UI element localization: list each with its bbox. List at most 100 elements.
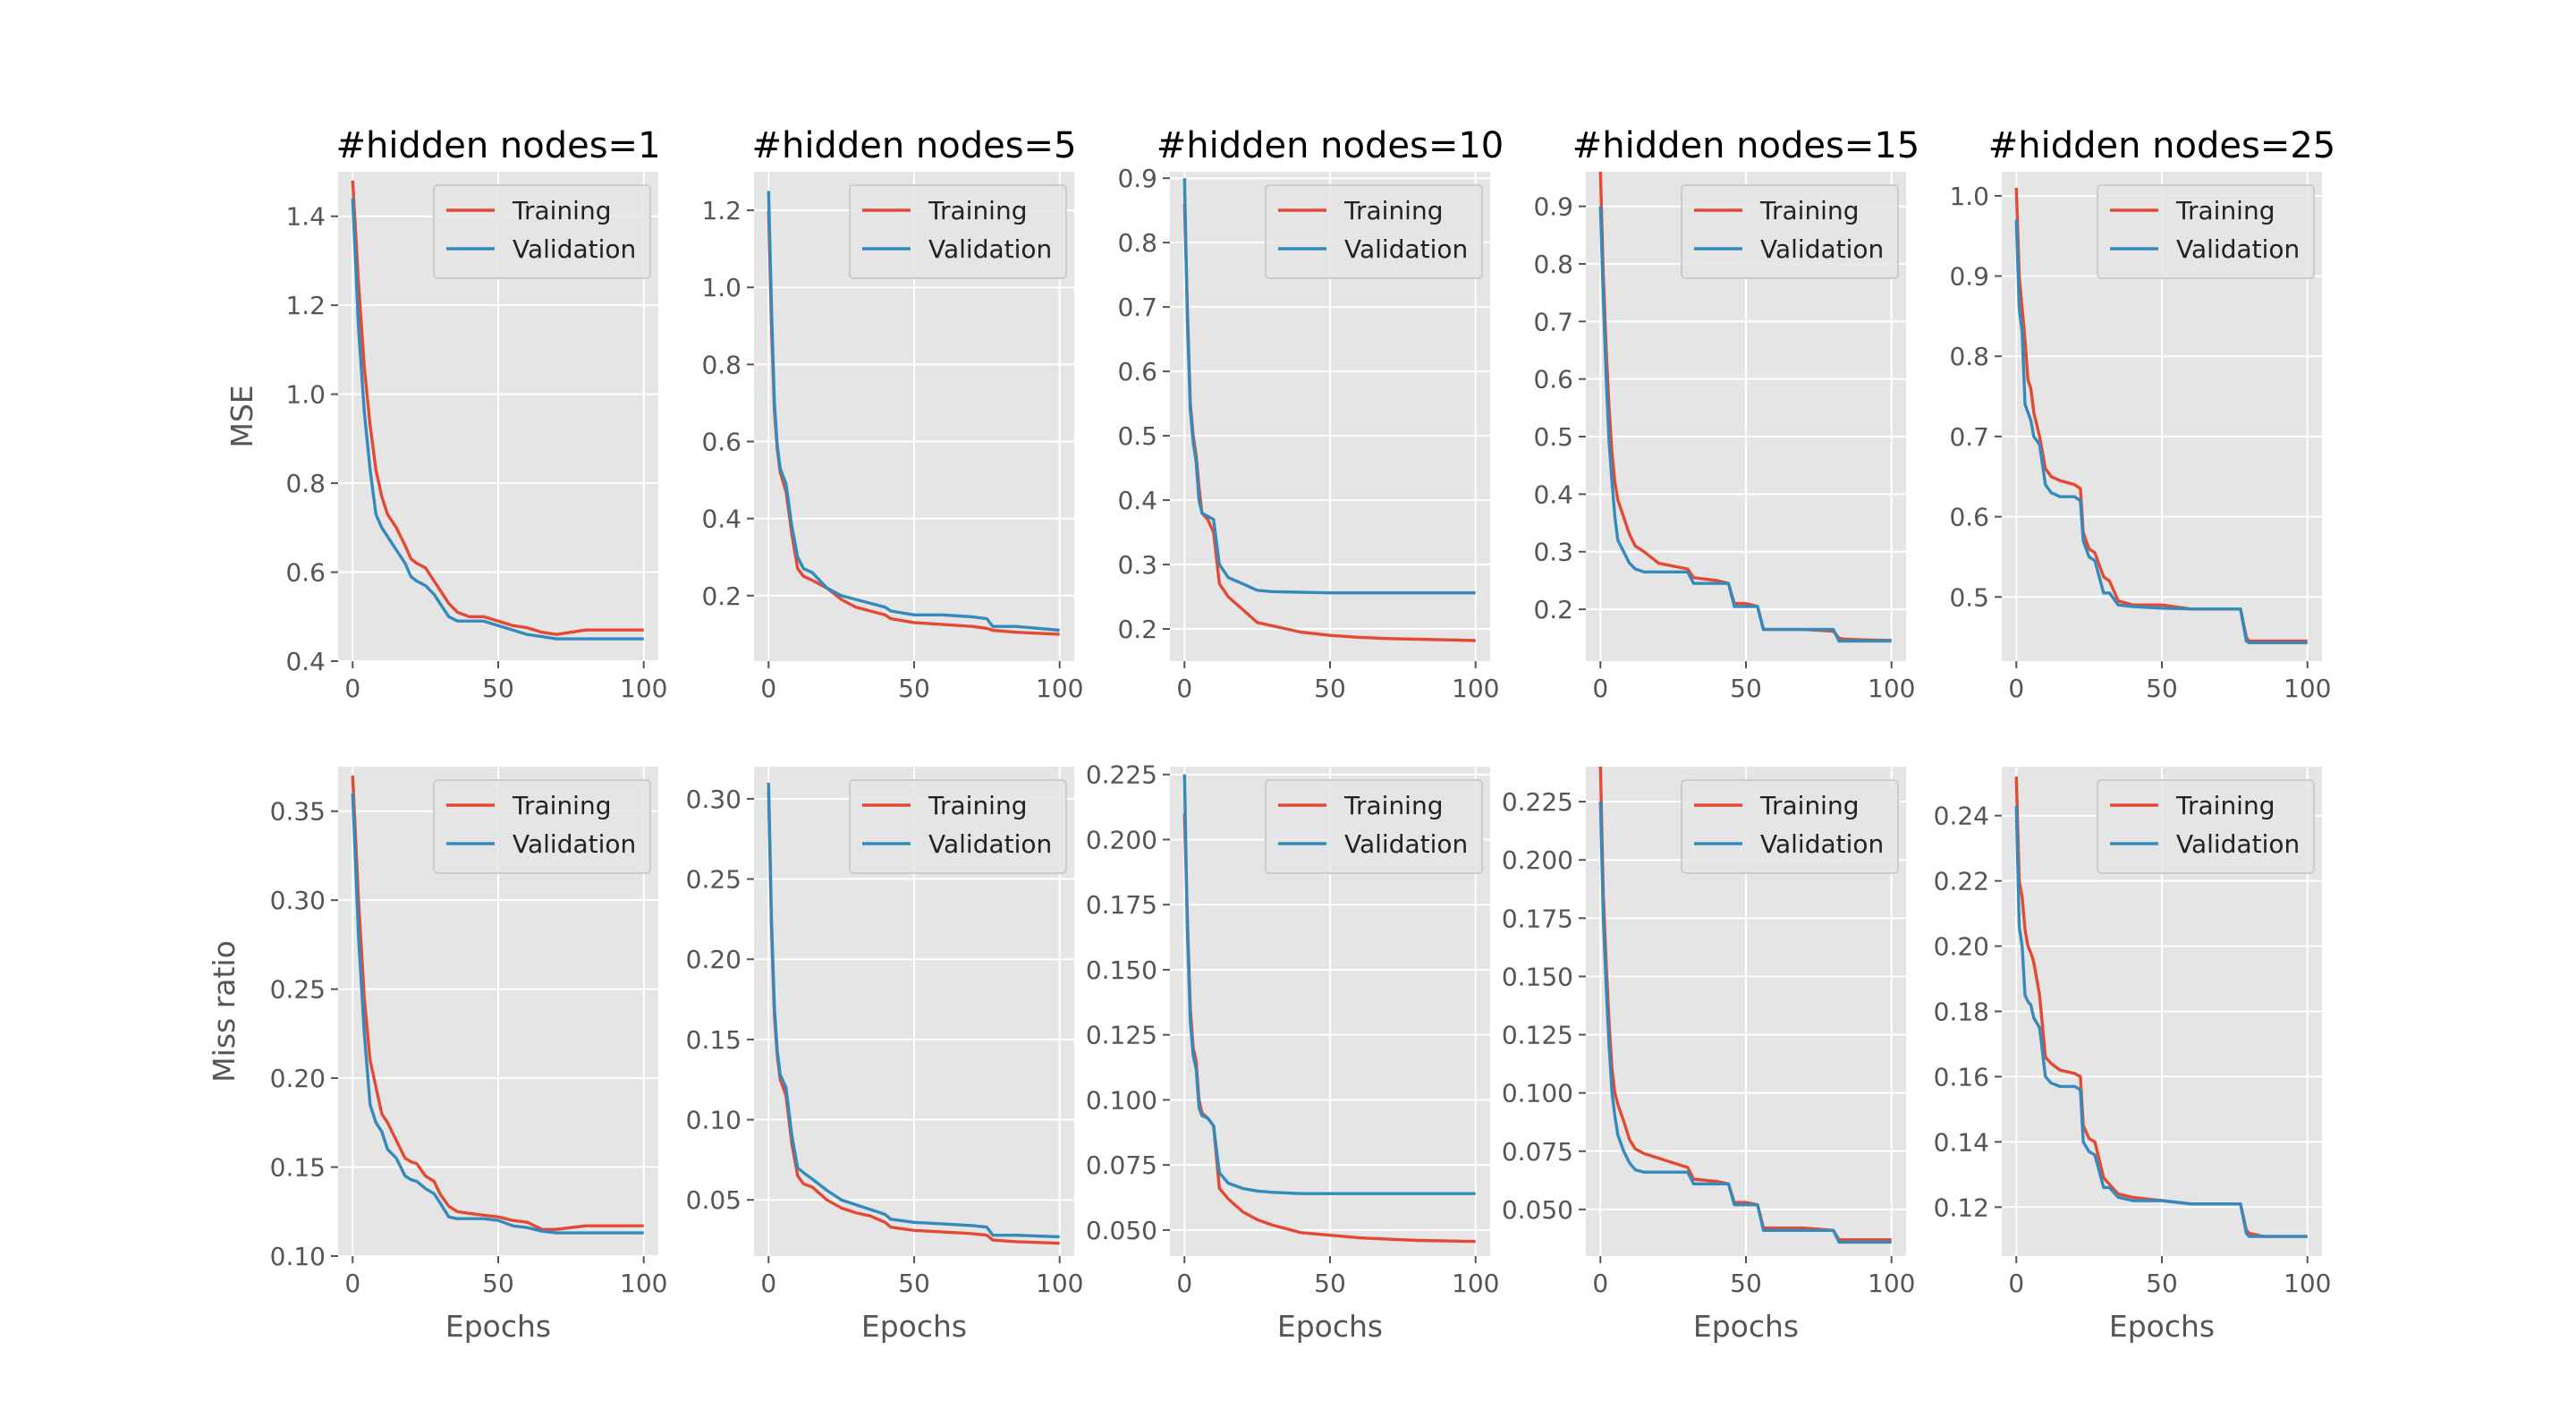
y-tick-label: 0.3 (1533, 538, 1573, 567)
x-axis-label: Epochs (861, 1309, 967, 1344)
y-tick-label: 0.14 (1934, 1127, 1989, 1157)
y-tick-label: 0.15 (270, 1153, 326, 1183)
y-tick-label: 0.05 (686, 1185, 741, 1215)
y-tick-label: 0.8 (701, 350, 741, 379)
y-tick-label: 1.2 (701, 196, 741, 225)
legend: Training Validation (433, 184, 651, 279)
x-tick-label: 50 (898, 674, 930, 703)
legend-box (849, 184, 1067, 279)
x-tick-label: 100 (1452, 674, 1499, 703)
y-tick-label: 0.4 (1117, 486, 1157, 515)
legend-label-training: Training (1759, 791, 1859, 820)
x-tick-label: 0 (344, 1269, 360, 1298)
x-tick-label: 100 (1868, 674, 1915, 703)
subplot-5: 0 50 100 0.5 0.6 0.7 0.8 0.9 1.0 #hidden nodes=25… (1949, 125, 2335, 703)
legend: Training Validation (1681, 184, 1899, 279)
y-tick-label: 0.30 (686, 785, 741, 814)
x-tick-label: 100 (1868, 1269, 1915, 1298)
y-tick-label: 0.8 (1533, 250, 1573, 279)
y-tick-label: 0.225 (1502, 787, 1573, 817)
subplot-2: 0 50 100 0.2 0.4 0.6 0.8 1.0 1.2 #hidden nodes=5 T… (701, 125, 1083, 703)
y-tick-label: 0.075 (1502, 1137, 1573, 1167)
subplot-9: 0 50 100 0.050 0.075 0.100 0.125 0.150 0.175 0.20… (1502, 767, 1915, 1344)
legend-label-training: Training (928, 196, 1027, 225)
subplot-1: 0 50 100 0.4 0.6 0.8 1.0 1.2 1.4 #hidden nodes=1 M… (225, 125, 667, 703)
y-tick-label: 0.7 (1117, 293, 1157, 322)
y-tick-label: 0.20 (1934, 932, 1989, 962)
legend: Training Validation (2097, 779, 2315, 874)
y-tick-label: 0.2 (1533, 595, 1573, 624)
y-tick-label: 0.4 (1533, 480, 1573, 509)
y-tick-label: 0.100 (1086, 1085, 1157, 1115)
x-tick-label: 0 (1176, 1269, 1192, 1298)
legend-box (433, 779, 651, 874)
legend-label-training: Training (1343, 196, 1443, 225)
y-tick-label: 1.0 (1949, 182, 1989, 211)
x-tick-label: 100 (620, 1269, 667, 1298)
legend-label-validation: Validation (1344, 829, 1468, 859)
series-line-validation (351, 793, 644, 1235)
y-tick-label: 0.050 (1086, 1216, 1157, 1245)
x-tick-label: 50 (2146, 674, 2178, 703)
y-tick-label: 0.2 (1117, 615, 1157, 644)
x-tick-label: 0 (1592, 1269, 1608, 1298)
y-tick-label: 0.9 (1949, 262, 1989, 292)
x-tick-label: 0 (1592, 674, 1608, 703)
y-tick-label: 0.4 (701, 505, 741, 534)
y-tick-label: 0.5 (1949, 582, 1989, 612)
y-tick-label: 0.150 (1502, 962, 1573, 991)
legend-label-validation: Validation (928, 829, 1052, 859)
y-tick-label: 0.9 (1533, 192, 1573, 222)
y-tick-label: 0.10 (270, 1242, 326, 1271)
subplot-title: #hidden nodes=15 (1572, 125, 1920, 166)
y-tick-label: 0.15 (686, 1025, 741, 1055)
legend-label-training: Training (1343, 791, 1443, 820)
subplot-6: 0 50 100 0.10 0.15 0.20 0.25 0.30 0.35 Epochs Miss… (207, 767, 667, 1344)
subplot-3: 0 50 100 0.2 0.3 0.4 0.5 0.6 0.7 0.8 0.9#hidden no… (1117, 125, 1504, 703)
series-line-validation (767, 191, 1060, 633)
legend: Training Validation (1265, 779, 1483, 874)
x-tick-label: 100 (2284, 1269, 2331, 1298)
legend-label-training: Training (928, 791, 1027, 820)
y-tick-label: 0.050 (1502, 1195, 1573, 1225)
y-tick-label: 0.22 (1934, 867, 1989, 896)
y-tick-label: 0.12 (1934, 1193, 1989, 1222)
subplot-7: 0 50 100 0.05 0.10 0.15 0.20 0.25 0.30 Epochs Trai… (686, 767, 1083, 1344)
subplot-title: #hidden nodes=25 (1988, 125, 2336, 166)
y-tick-label: 0.6 (701, 427, 741, 456)
y-tick-label: 0.7 (1533, 307, 1573, 336)
legend-box (1265, 779, 1483, 874)
y-tick-label: 0.175 (1086, 890, 1157, 920)
subplot-title: #hidden nodes=10 (1157, 125, 1504, 166)
legend-label-training: Training (512, 791, 611, 820)
y-tick-label: 0.16 (1934, 1062, 1989, 1091)
legend: Training Validation (849, 779, 1067, 874)
legend: Training Validation (1681, 779, 1899, 874)
x-tick-label: 100 (1452, 1269, 1499, 1298)
y-tick-label: 0.125 (1502, 1021, 1573, 1050)
y-tick-label: 1.0 (285, 380, 326, 410)
legend-box (1681, 184, 1899, 279)
series-line-validation (2014, 805, 2308, 1238)
legend-label-training: Training (1759, 196, 1859, 225)
y-tick-label: 0.3 (1117, 550, 1157, 580)
legend: Training Validation (849, 184, 1067, 279)
x-tick-label: 0 (760, 674, 776, 703)
x-tick-label: 50 (482, 674, 514, 703)
y-tick-label: 0.25 (270, 975, 326, 1005)
x-axis-label: Epochs (2109, 1309, 2215, 1344)
y-tick-label: 0.125 (1086, 1021, 1157, 1050)
x-tick-label: 0 (1176, 674, 1192, 703)
x-tick-label: 50 (482, 1269, 514, 1298)
y-tick-label: 0.075 (1086, 1151, 1157, 1180)
legend-box (1681, 779, 1899, 874)
legend-label-validation: Validation (513, 234, 636, 264)
y-tick-label: 0.200 (1502, 845, 1573, 875)
legend-label-validation: Validation (1344, 234, 1468, 264)
y-tick-label: 0.35 (270, 797, 326, 827)
x-tick-label: 0 (2008, 1269, 2024, 1298)
y-tick-label: 0.7 (1949, 422, 1989, 452)
y-tick-label: 0.20 (686, 945, 741, 974)
